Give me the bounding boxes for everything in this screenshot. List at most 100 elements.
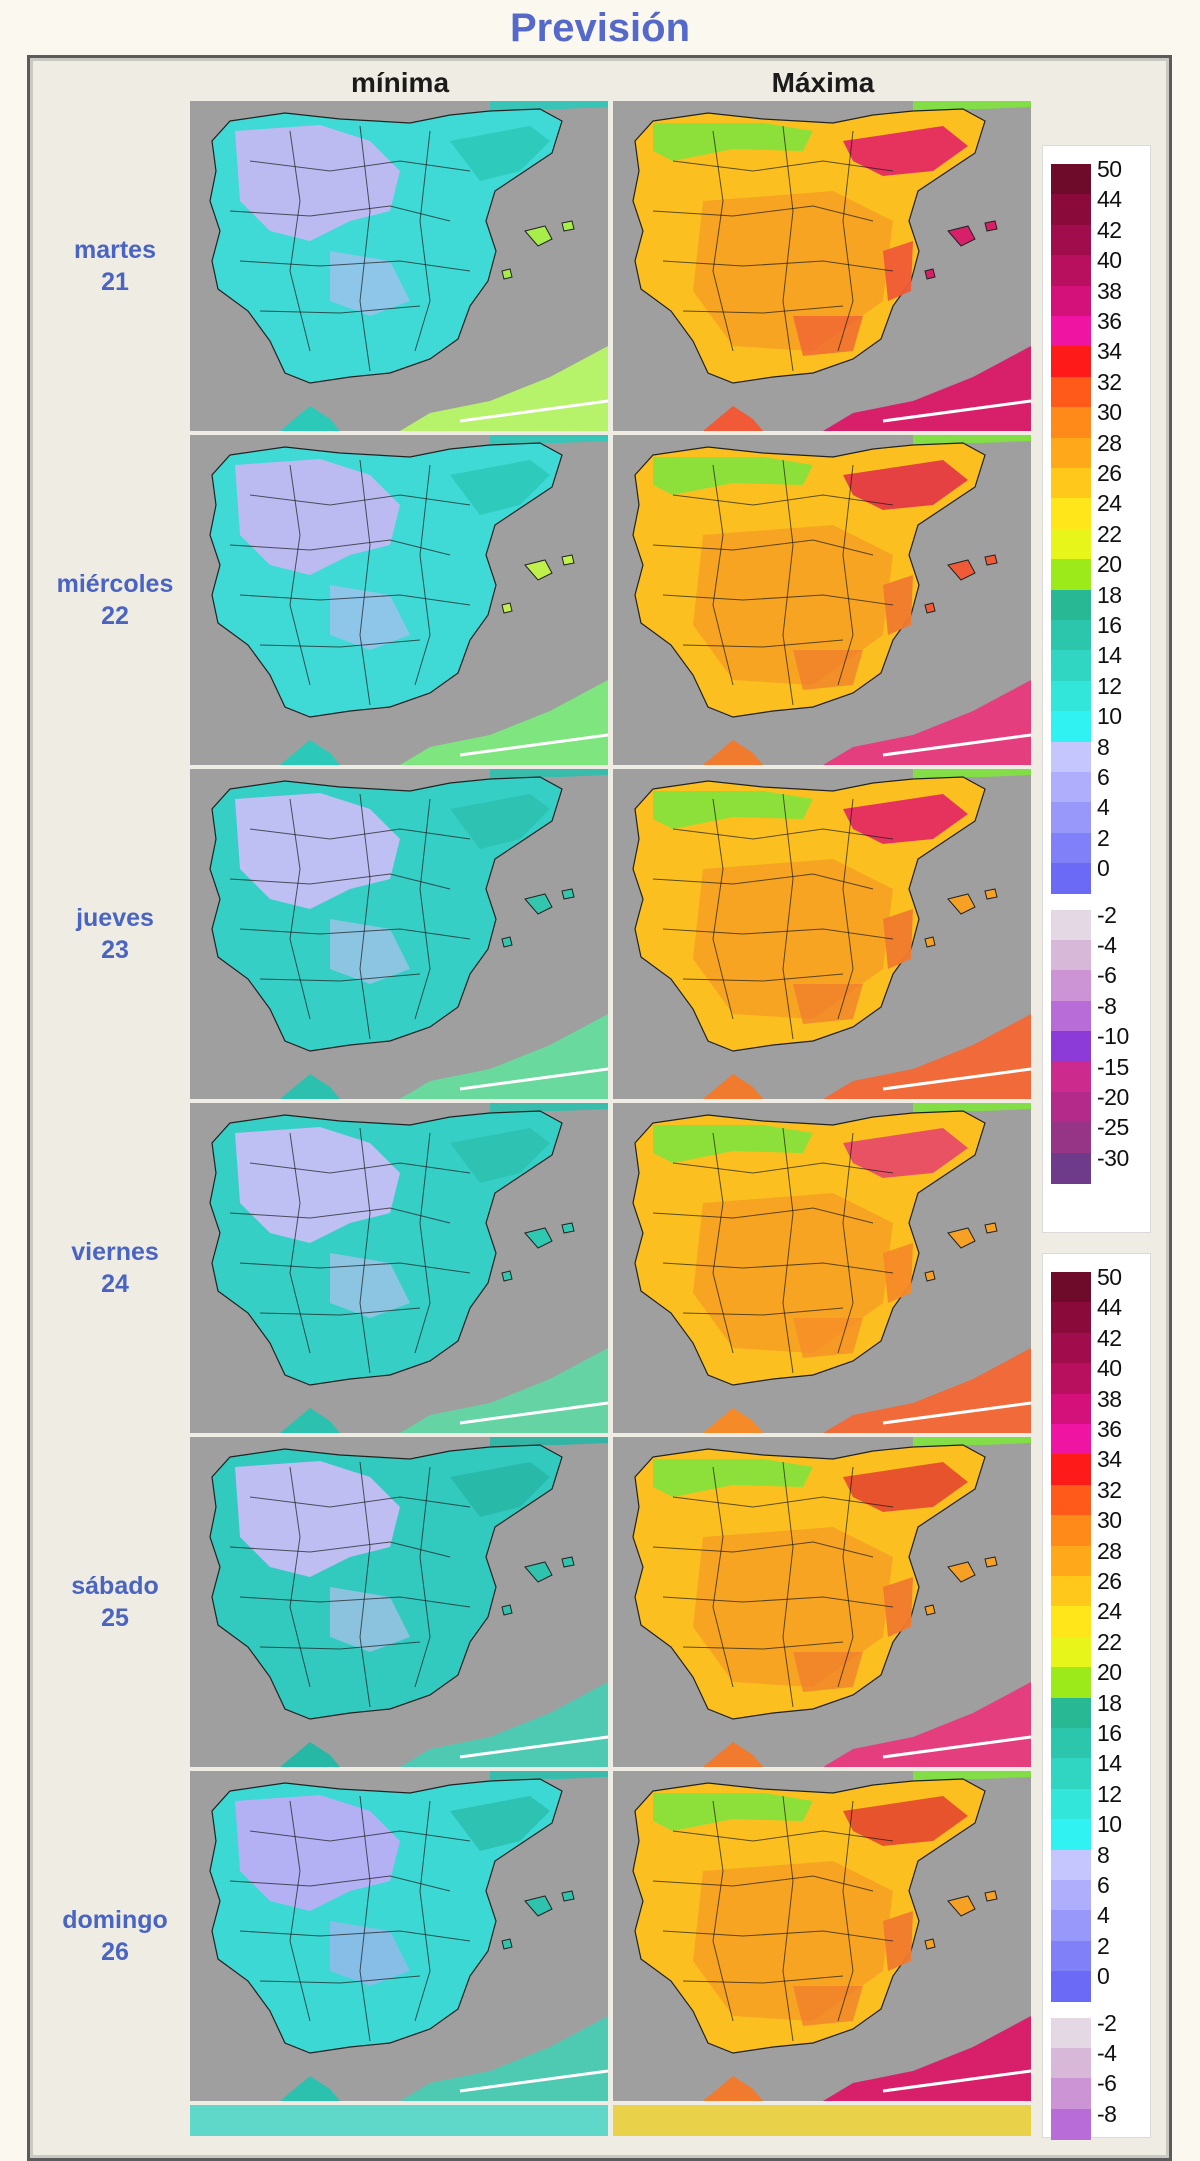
- map-max-temperature[interactable]: [613, 1437, 1031, 1767]
- legend-label: 10: [1097, 703, 1122, 730]
- legend-swatch: [1051, 316, 1091, 347]
- map-max-temperature[interactable]: [613, 769, 1031, 1099]
- legend-swatch: [1051, 376, 1091, 408]
- map-max-temperature[interactable]: [613, 435, 1031, 765]
- legend-swatch: [1051, 1971, 1091, 2003]
- legend-label: -15: [1097, 1053, 1129, 1080]
- legend-swatch: [1051, 1122, 1091, 1154]
- legend-label: 18: [1097, 581, 1122, 608]
- legend-label: 4: [1097, 794, 1110, 821]
- color-scale-legend: 50 44 42 40 38 36 34 32 30 28 26 24 22 20 18 16 14 12 10 8 6…: [1042, 145, 1151, 1233]
- legend-label: 32: [1097, 368, 1122, 395]
- day-date: 22: [101, 602, 129, 630]
- legend-label: 24: [1097, 490, 1122, 517]
- legend-label: 0: [1097, 1963, 1110, 1990]
- legend-swatch: [1051, 1940, 1091, 1972]
- legend-label: 22: [1097, 520, 1122, 547]
- legend-swatch: [1051, 1758, 1091, 1790]
- legend-label: 12: [1097, 1780, 1122, 1807]
- legend-label: 50: [1097, 156, 1122, 182]
- legend-label: 14: [1097, 1750, 1122, 1777]
- legend-label: 8: [1097, 733, 1110, 760]
- legend-label: 26: [1097, 460, 1122, 486]
- map-min-temperature[interactable]: [190, 101, 608, 431]
- legend-label: 20: [1097, 551, 1122, 578]
- legend-swatch: [1051, 1454, 1091, 1486]
- legend-label: -25: [1097, 1114, 1129, 1141]
- map-min-temperature[interactable]: [190, 769, 608, 1099]
- legend-swatch: [1051, 468, 1091, 499]
- map-min-temperature[interactable]: [190, 1437, 608, 1767]
- legend-swatch: [1051, 1515, 1091, 1547]
- day-name: jueves: [76, 904, 154, 932]
- legend-label: -4: [1097, 932, 1117, 958]
- legend-label: 28: [1097, 1537, 1122, 1564]
- legend-label: 42: [1097, 216, 1122, 243]
- legend-swatch: [1051, 589, 1091, 621]
- legend-swatch: [1051, 1636, 1091, 1668]
- legend-label: 6: [1097, 764, 1110, 790]
- legend-swatch: [1051, 1667, 1091, 1699]
- map-min-temperature-partial[interactable]: [190, 2105, 608, 2136]
- legend-swatch: [1051, 772, 1091, 803]
- legend-label: 36: [1097, 308, 1122, 334]
- map-max-temperature[interactable]: [613, 1103, 1031, 1433]
- legend-swatch: [1051, 970, 1091, 1002]
- legend-swatch: [1051, 2048, 1091, 2079]
- legend-swatch: [1051, 741, 1091, 773]
- legend-swatch: [1051, 909, 1091, 941]
- legend-label: 34: [1097, 338, 1122, 365]
- map-max-temperature[interactable]: [613, 1771, 1031, 2101]
- legend-label: 2: [1097, 824, 1110, 851]
- legend-swatch: [1051, 1000, 1091, 1032]
- legend-swatch: [1051, 1849, 1091, 1881]
- legend-swatch: [1051, 1061, 1091, 1093]
- legend-swatch: [1051, 164, 1091, 195]
- legend-swatch: [1051, 1302, 1091, 1334]
- day-name: miércoles: [56, 570, 174, 598]
- legend-label: 38: [1097, 277, 1122, 304]
- map-min-temperature[interactable]: [190, 1771, 608, 2101]
- legend-swatch: [1051, 2017, 1091, 2049]
- legend-label: 40: [1097, 247, 1122, 274]
- legend-label: 28: [1097, 429, 1122, 456]
- legend-label: 14: [1097, 642, 1122, 669]
- legend-swatch: [1051, 285, 1091, 317]
- legend-label: -30: [1097, 1144, 1129, 1171]
- legend-label: 34: [1097, 1446, 1122, 1473]
- legend-swatch: [1051, 802, 1091, 834]
- legend-label: 8: [1097, 1841, 1110, 1868]
- legend-swatch: [1051, 711, 1091, 743]
- color-scale-legend: 50 44 42 40 38 36 34 32 30 28 26 24 22 20 18 16 14 12 10 8 6…: [1042, 1253, 1151, 2140]
- column-header-min: mínima: [350, 67, 450, 98]
- map-max-temperature-partial[interactable]: [613, 2105, 1031, 2136]
- map-min-temperature[interactable]: [190, 435, 608, 765]
- day-date: 23: [101, 936, 129, 964]
- map-max-temperature[interactable]: [613, 101, 1031, 431]
- legend-swatch: [1051, 1272, 1091, 1303]
- legend-swatch: [1051, 1424, 1091, 1455]
- legend-swatch: [1051, 1910, 1091, 1942]
- legend-swatch: [1051, 1484, 1091, 1516]
- legend-swatch: [1051, 2108, 1091, 2140]
- day-name: martes: [74, 236, 156, 264]
- legend-swatch: [1051, 2078, 1091, 2110]
- legend-swatch: [1051, 194, 1091, 226]
- legend-swatch: [1051, 1092, 1091, 1123]
- legend-swatch: [1051, 680, 1091, 712]
- legend-label: 44: [1097, 1294, 1122, 1321]
- day-date: 21: [101, 268, 129, 296]
- day-date: 24: [101, 1270, 129, 1298]
- legend-swatch: [1051, 224, 1091, 256]
- map-min-temperature[interactable]: [190, 1103, 608, 1433]
- day-label: domingo 26: [35, 1904, 195, 1968]
- legend-label: 20: [1097, 1659, 1122, 1686]
- day-name: sábado: [71, 1572, 159, 1600]
- column-header-max: Máxima: [771, 67, 875, 98]
- legend-label: -2: [1097, 901, 1117, 928]
- legend-swatch: [1051, 559, 1091, 591]
- day-label: sábado 25: [35, 1570, 195, 1634]
- legend-swatch: [1051, 498, 1091, 530]
- legend-label: 22: [1097, 1628, 1122, 1655]
